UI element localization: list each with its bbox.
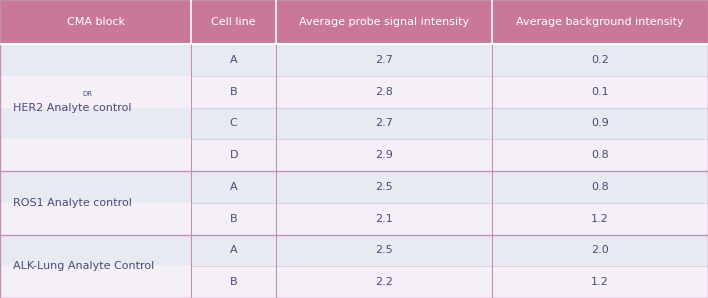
Text: A: A — [230, 182, 237, 192]
Text: 2.0: 2.0 — [591, 245, 609, 255]
Bar — [0, 266, 708, 298]
Bar — [0, 235, 708, 266]
Bar — [0, 139, 708, 171]
Text: A: A — [230, 55, 237, 65]
Text: 0.1: 0.1 — [591, 87, 609, 97]
Bar — [0, 171, 708, 203]
Text: CMA block: CMA block — [67, 17, 125, 27]
Text: HER2 Analyte control: HER2 Analyte control — [13, 103, 131, 113]
Text: 2.5: 2.5 — [375, 182, 393, 192]
Bar — [492, 0, 708, 44]
Text: B: B — [230, 277, 237, 287]
Text: 1.2: 1.2 — [591, 277, 609, 287]
Text: B: B — [230, 214, 237, 224]
Bar — [0, 203, 708, 235]
Text: A: A — [230, 245, 237, 255]
Text: 2.8: 2.8 — [375, 87, 393, 97]
Text: 0.2: 0.2 — [591, 55, 609, 65]
Text: 1.2: 1.2 — [591, 214, 609, 224]
Text: 2.9: 2.9 — [375, 150, 393, 160]
Text: ROS1 Analyte control: ROS1 Analyte control — [13, 198, 132, 208]
Text: 0.8: 0.8 — [591, 150, 609, 160]
Text: Average background intensity: Average background intensity — [516, 17, 684, 27]
Bar — [0, 108, 708, 139]
Bar — [0, 0, 191, 44]
Text: Cell line: Cell line — [211, 17, 256, 27]
Text: B: B — [230, 87, 237, 97]
Text: 2.1: 2.1 — [375, 214, 393, 224]
Text: 2.7: 2.7 — [375, 55, 393, 65]
Text: 0.8: 0.8 — [591, 182, 609, 192]
Text: 0.9: 0.9 — [591, 118, 609, 128]
Text: 2.5: 2.5 — [375, 245, 393, 255]
Text: Average probe signal intensity: Average probe signal intensity — [299, 17, 469, 27]
Text: ALK-Lung Analyte Control: ALK-Lung Analyte Control — [13, 261, 154, 271]
Text: 2.2: 2.2 — [375, 277, 393, 287]
Bar — [191, 0, 276, 44]
Text: 2.7: 2.7 — [375, 118, 393, 128]
Text: C: C — [230, 118, 237, 128]
Text: DR: DR — [83, 91, 93, 97]
Bar — [0, 76, 708, 108]
Bar — [276, 0, 492, 44]
Bar — [0, 44, 708, 76]
Text: D: D — [229, 150, 238, 160]
